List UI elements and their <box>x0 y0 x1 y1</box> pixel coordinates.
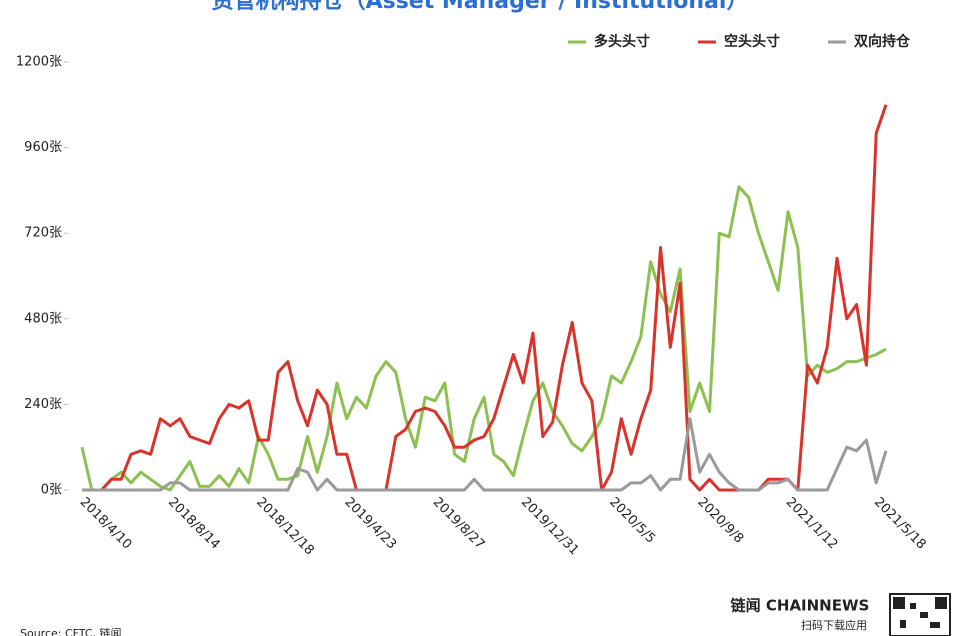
chart-title: 资管机构持仓（Asset Manager / Institutional） <box>212 0 749 14</box>
y-tick-label: 0张 <box>41 483 62 498</box>
series-line <box>80 185 887 492</box>
y-tick-label: 720张 <box>24 226 62 241</box>
x-tick-label: 2021/5/18 <box>871 495 929 553</box>
qr-code <box>889 593 951 636</box>
y-tick-label: 1200张 <box>16 55 62 70</box>
y-tick-label: 240张 <box>24 397 62 412</box>
logo-caption: 扫码下载应用 <box>801 618 867 632</box>
x-tick-label: 2018/4/10 <box>77 495 135 553</box>
series-line <box>82 417 888 492</box>
x-tick-label: 2018/8/14 <box>165 495 223 553</box>
legend-label: 多头头寸 <box>594 33 650 50</box>
x-tick-label: 2018/12/18 <box>253 495 317 559</box>
x-tick-label: 2019/4/23 <box>341 495 399 553</box>
x-tick-label: 2021/1/12 <box>783 495 841 553</box>
logo-text: 链闻 CHAINNEWS <box>731 597 870 615</box>
y-tick-label: 960张 <box>24 140 62 155</box>
y-tick-label: 480张 <box>24 311 62 326</box>
x-tick-label: 2020/5/5 <box>606 495 658 547</box>
series-line <box>82 104 888 492</box>
legend-label: 双向持仓 <box>854 33 911 50</box>
source: Source: CFTC, 链闻 <box>20 626 122 636</box>
legend-label: 空头头寸 <box>724 33 780 50</box>
x-tick-label: 2019/8/27 <box>430 495 488 553</box>
x-tick-label: 2020/9/8 <box>694 495 746 547</box>
x-tick-label: 2019/12/31 <box>518 495 582 559</box>
